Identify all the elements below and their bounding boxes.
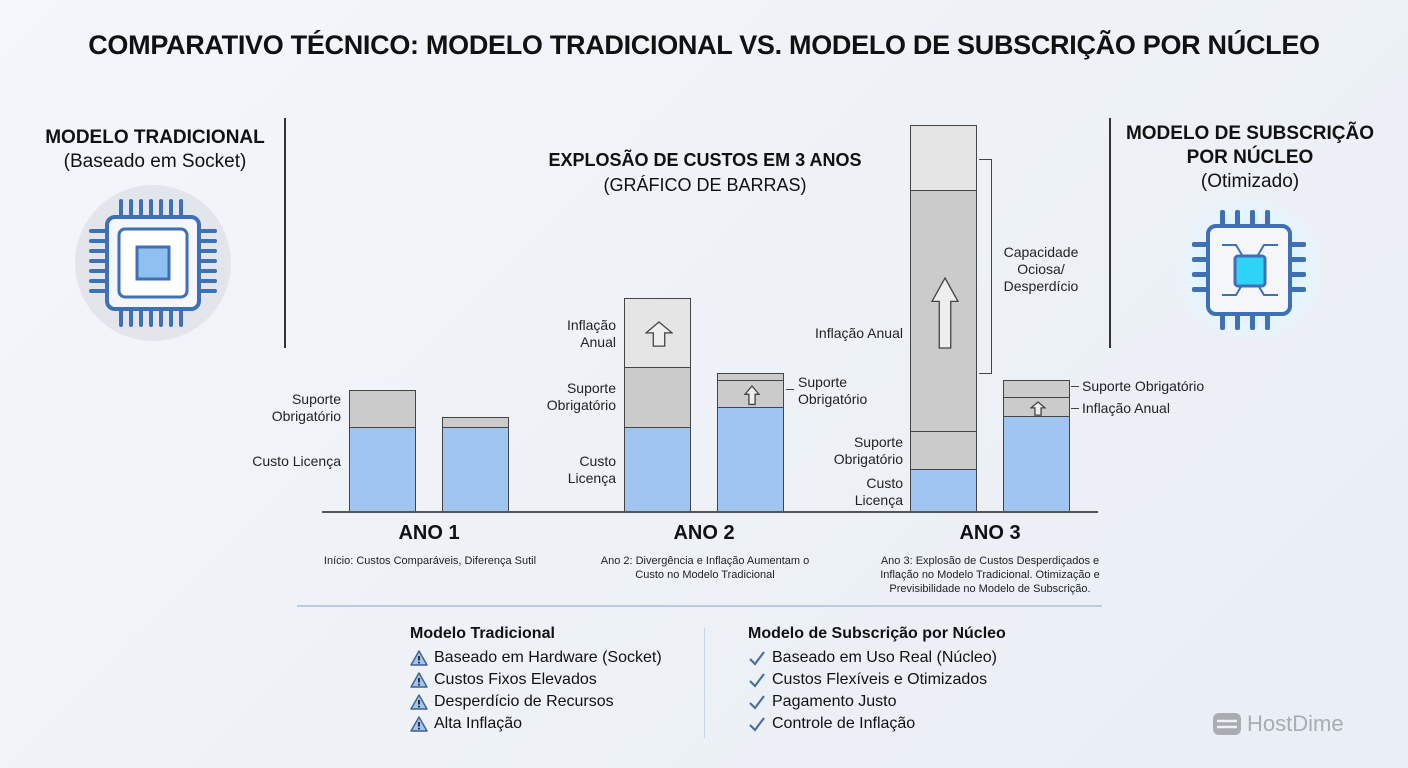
- bar-segment-inflacao: [717, 380, 784, 408]
- label-y3-sub-support: Suporte Obrigatório: [1082, 378, 1205, 394]
- label-y3-sub-inflation: Inflação Anual: [1082, 400, 1170, 416]
- legend-item: Baseado em Uso Real (Núcleo): [748, 647, 1006, 669]
- legend-traditional: Modelo Tradicional Baseado em Hardware (…: [410, 625, 662, 735]
- warning-icon: [410, 694, 428, 710]
- divider-left: [284, 118, 286, 348]
- note-ano3: Ano 3: Explosão de Custos Desperdiçados …: [880, 555, 1100, 595]
- bar-segment-inflacao: [1003, 397, 1070, 417]
- legend-item-label: Alta Inflação: [434, 715, 523, 732]
- legend-item: Desperdício de Recursos: [410, 691, 662, 713]
- label-y3-inflation: Inflação Anual: [815, 325, 903, 341]
- bar-segment-suporte: [349, 389, 416, 428]
- note-ano1: Início: Custos Comparáveis, Diferença Su…: [323, 555, 537, 567]
- bar-segment-capacidade: [910, 125, 977, 191]
- bar-segment-custo: [910, 468, 977, 513]
- warning-icon: [410, 672, 428, 688]
- bar-segment-suporte: [442, 416, 509, 428]
- chart-title: EXPLOSÃO DE CUSTOS EM 3 ANOS: [548, 150, 862, 170]
- leader-line: [786, 389, 794, 390]
- legend-item-label: Custos Fixos Elevados: [434, 671, 597, 688]
- bar-segment-custo: [349, 427, 416, 513]
- bar-segment-suporte: [717, 373, 784, 382]
- label-y2-inflation: Inflação Anual: [566, 317, 616, 350]
- bar-segment-suporte: [1003, 380, 1070, 399]
- x-axis: [322, 511, 1098, 513]
- label-y2-license: Custo Licença: [567, 453, 616, 486]
- legend-item: Controle de Inflação: [748, 713, 1006, 735]
- subscription-model-subtitle: (Otimizado): [1200, 171, 1300, 192]
- page-title: COMPARATIVO TÉCNICO: MODELO TRADICIONAL …: [88, 30, 1320, 60]
- warning-icon: [410, 716, 428, 732]
- check-icon: [748, 716, 766, 732]
- label-y1-support: Suporte Obrigatório: [271, 391, 341, 424]
- category-label-ano2: ANO 2: [673, 522, 735, 544]
- label-y3-support: Suporte Obrigatório: [833, 434, 903, 467]
- up-arrow-icon: [644, 321, 673, 347]
- legend-item: Custos Flexíveis e Otimizados: [748, 669, 1006, 691]
- bar-segment-custo: [1003, 415, 1070, 513]
- label-y1-license: Custo Licença: [252, 453, 341, 469]
- section-divider: [297, 605, 1102, 607]
- legend-item-label: Baseado em Hardware (Socket): [434, 649, 662, 666]
- up-arrow-icon: [930, 276, 959, 349]
- legend-item: Custos Fixos Elevados: [410, 669, 662, 691]
- legend-item-label: Controle de Inflação: [772, 715, 916, 732]
- traditional-model-title: MODELO TRADICIONAL: [45, 127, 265, 148]
- waste-bracket: [979, 159, 992, 374]
- label-y2-support: Suporte Obrigatório: [546, 380, 616, 413]
- traditional-model-header: MODELO TRADICIONAL (Baseado em Socket): [30, 126, 280, 174]
- subscription-model-header: MODELO DE SUBSCRIÇÃO POR NÚCLEO (Otimiza…: [1120, 122, 1380, 194]
- bar-segment-custo: [624, 427, 691, 513]
- chart-title-block: EXPLOSÃO DE CUSTOS EM 3 ANOS (GRÁFICO DE…: [480, 148, 930, 198]
- up-arrow-icon: [1029, 401, 1046, 416]
- legend-traditional-title: Modelo Tradicional: [410, 625, 555, 642]
- bar-segment-inflacao: [624, 297, 691, 368]
- bar-segment-inflacao: [910, 189, 977, 433]
- bar-segment-custo: [442, 427, 509, 513]
- legend-item-label: Desperdício de Recursos: [434, 693, 614, 710]
- bar-segment-custo: [717, 406, 784, 513]
- legend-item-label: Baseado em Uso Real (Núcleo): [772, 649, 997, 666]
- legend-item-label: Pagamento Justo: [772, 693, 897, 710]
- legend-subscription-title: Modelo de Subscrição por Núcleo: [748, 625, 1006, 642]
- label-y3-license: Custo Licença: [854, 475, 903, 508]
- subscription-model-title-2: POR NÚCLEO: [1186, 147, 1314, 168]
- brand-name: HostDime: [1247, 711, 1344, 736]
- legend-item: Baseado em Hardware (Socket): [410, 647, 662, 669]
- divider-right: [1109, 118, 1111, 348]
- check-icon: [748, 694, 766, 710]
- warning-icon: [410, 650, 428, 666]
- bar-segment-suporte: [910, 431, 977, 470]
- up-arrow-icon: [743, 385, 760, 406]
- legend-subscription: Modelo de Subscrição por Núcleo Baseado …: [748, 625, 1006, 735]
- category-label-ano3: ANO 3: [959, 522, 1021, 544]
- category-label-ano1: ANO 1: [398, 522, 460, 544]
- label-y2-sub-support: Suporte Obrigatório: [798, 374, 868, 407]
- hostdime-logo: HostDime: [1212, 711, 1344, 737]
- legend-item: Alta Inflação: [410, 713, 662, 735]
- core-chip-icon: [1172, 200, 1328, 340]
- check-icon: [748, 672, 766, 688]
- bar-segment-suporte: [624, 366, 691, 428]
- chart-subtitle: (GRÁFICO DE BARRAS): [603, 175, 807, 195]
- traditional-model-subtitle: (Baseado em Socket): [63, 151, 247, 172]
- subscription-model-title-1: MODELO DE SUBSCRIÇÃO: [1125, 123, 1375, 144]
- socket-chip-icon: [75, 185, 231, 341]
- note-ano2: Ano 2: Divergência e Inflação Aumentam o…: [600, 555, 810, 581]
- legend-item: Pagamento Justo: [748, 691, 1006, 713]
- leader-line: [1071, 408, 1079, 409]
- check-icon: [748, 650, 766, 666]
- hostdime-logo-icon: [1213, 713, 1241, 735]
- label-y3-waste: Capacidade Ociosa/ Desperdício: [1003, 244, 1079, 294]
- leader-line: [1071, 386, 1079, 387]
- legend-item-label: Custos Flexíveis e Otimizados: [772, 671, 988, 688]
- legend-divider: [704, 628, 705, 738]
